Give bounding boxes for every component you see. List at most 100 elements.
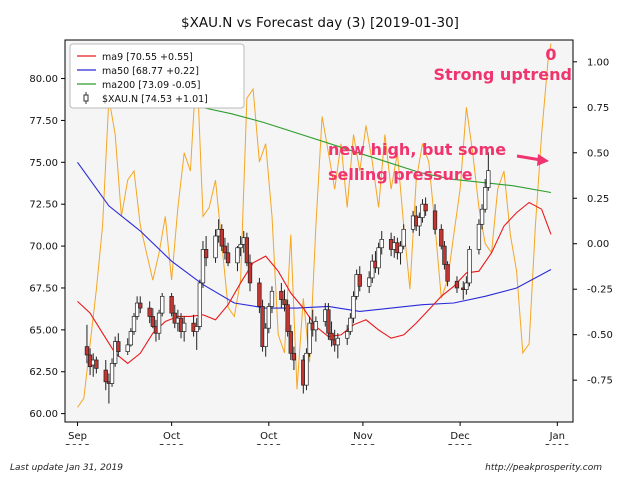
candle-body [128,331,134,346]
candle [379,231,384,255]
candle [376,242,381,275]
candle [138,296,143,314]
candle [367,271,372,293]
candle [200,241,206,288]
candle [219,224,224,252]
candle-body [200,249,206,284]
candle [235,246,240,272]
candle [244,232,250,267]
candle [351,291,356,324]
candle-body [357,274,362,287]
candle [147,301,152,324]
annotation-new-high: new high, but some [328,140,506,159]
candle [128,328,134,347]
candle [197,279,202,330]
x-tick-year: 2018 [65,443,90,445]
candle [182,316,187,342]
candle [194,318,199,350]
candle [398,241,403,265]
candle-body [279,290,284,301]
candle-body [131,316,137,332]
candle [454,276,460,293]
candle-body [257,282,262,307]
legend-box [69,43,245,109]
candle-body [269,290,275,307]
annotation-strong-uptrend: Strong uptrend [433,65,572,84]
candle-body [197,282,202,327]
x-tick-year: 2018 [447,443,472,445]
candle-body [203,249,209,259]
candle [263,323,268,357]
candle-body [109,363,115,384]
annotation-zero: 0 [545,45,556,64]
footer-source-link[interactable]: http://peakprosperity.com [485,463,602,473]
candle-body [94,359,99,369]
candle-body [282,299,287,306]
candle [257,277,262,314]
candle-body [285,304,290,332]
candle [432,204,438,235]
candle-body [454,280,460,289]
candle-body [376,247,381,269]
y2-tick-label: -0.25 [587,285,613,296]
candle [335,333,340,359]
y-tick-label: 77.50 [29,116,58,127]
candle-body [398,245,403,254]
footer-last-update: Last update Jan 31, 2019 [10,463,123,473]
candle [423,197,428,216]
candle [116,333,121,357]
candle [266,303,271,334]
candle [307,316,312,357]
candle [282,289,287,312]
annotation-selling-pressure: selling pressure [328,165,473,184]
legend-label-ma50: ma50 [68.77 +0.22] [102,66,199,77]
y-tick-label: 75.00 [29,158,58,169]
candle-body [307,322,312,354]
candle-body [439,228,444,247]
y2-tick-label: 0.00 [587,239,609,250]
candle-body [266,306,271,329]
y2-tick-label: 0.50 [587,148,609,159]
candle-body [329,332,334,341]
y2-tick-label: 1.00 [587,57,609,68]
candle-body [291,352,297,361]
candle [464,276,469,295]
candle [417,212,422,237]
candle-body [467,249,472,284]
candle-body [479,208,485,225]
series-ma50-line [77,161,552,312]
y-tick-label: 70.00 [29,242,58,253]
candle-body [326,309,331,334]
y2-tick-label: -0.50 [587,330,613,341]
chart-title: $XAU.N vs Forecast day (3) [2019-01-30] [181,15,459,31]
candle [94,356,99,374]
candle-body [169,295,174,314]
candle [169,292,174,317]
candle [348,313,353,335]
candle [260,299,265,352]
candle-body [417,217,422,227]
candle-body [156,312,162,334]
candle [213,229,218,263]
candles [84,152,491,404]
candle-body [150,316,155,327]
candle-body [348,317,353,332]
candle-body [134,302,140,317]
candle-body [147,307,152,317]
candle [84,324,90,364]
candle [304,348,309,391]
x-tick-label: Nov [353,431,373,442]
candle-body [103,369,108,383]
y-tick-label: 65.00 [29,325,58,336]
x-axis: Sep2018Oct2018Oct2018Nov2018Dec2018Jan20… [65,422,570,445]
candle [269,286,275,314]
y-tick-label: 60.00 [29,409,58,420]
candle-body [486,170,491,188]
legend-label-xau: $XAU.N [74.53 +1.01] [102,94,208,105]
chart: $XAU.N vs Forecast day (3) [2019-01-30] … [29,15,613,445]
candle [483,179,488,213]
candle [439,224,444,250]
y2-tick-label: 0.75 [587,103,609,114]
y-tick-label: 80.00 [29,74,58,85]
candle [150,308,155,329]
